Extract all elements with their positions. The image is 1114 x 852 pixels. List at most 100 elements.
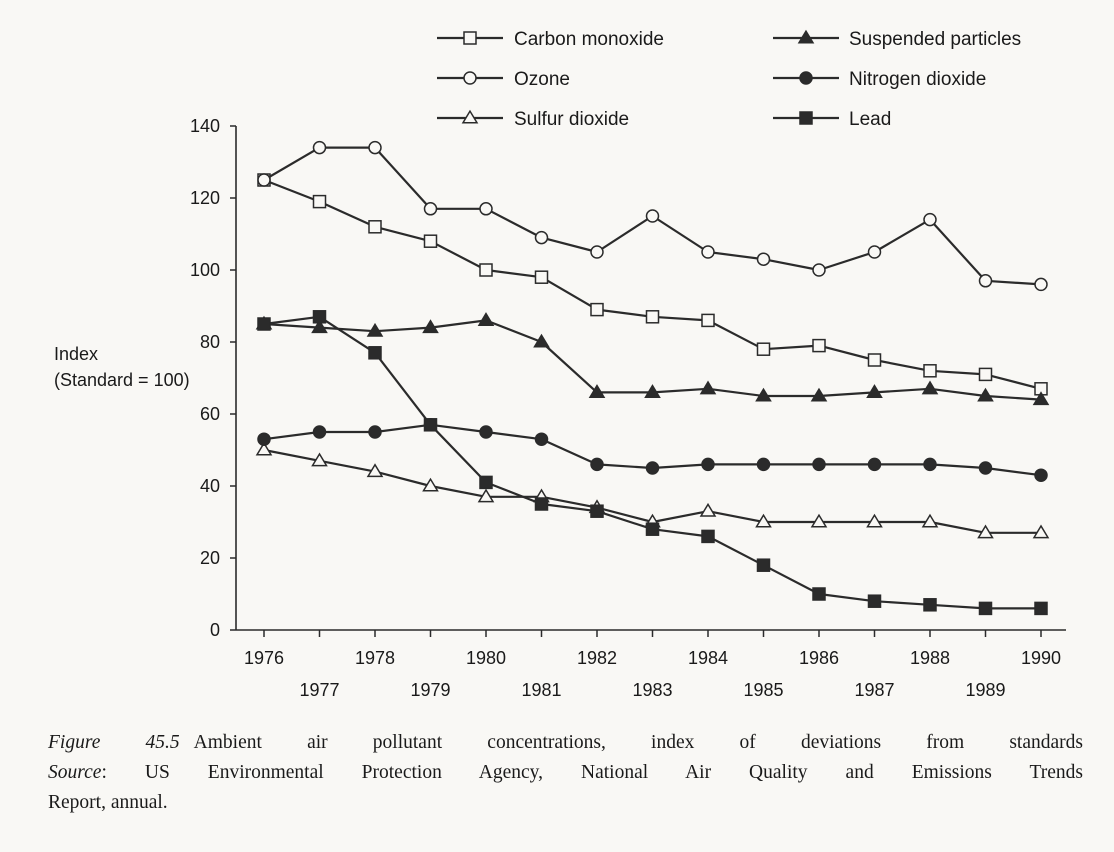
data-point-nitrogen-dioxide <box>257 432 271 446</box>
data-point-lead <box>1034 601 1048 616</box>
caption-line-1: Figure 45.5 Ambient air pollutant concent… <box>48 728 1083 758</box>
data-point-lead <box>923 598 937 612</box>
data-point-lead <box>534 497 549 511</box>
data-point-ozone <box>1034 277 1048 292</box>
legend-marker <box>799 111 813 125</box>
data-point-carbon-monoxide <box>978 367 993 382</box>
data-point-carbon-monoxide <box>590 302 604 317</box>
data-point-sulfur-dioxide <box>1032 524 1050 539</box>
data-point-carbon-monoxide <box>645 310 660 324</box>
legend-item-sulfur-dioxide: Sulfur dioxide <box>437 109 629 130</box>
data-point-ozone <box>257 173 271 187</box>
legend-label: Carbon monoxide <box>514 29 664 50</box>
data-point-suspended-particles <box>477 312 495 326</box>
data-point-sulfur-dioxide <box>810 513 828 528</box>
data-point-suspended-particles <box>588 384 606 398</box>
data-point-lead <box>368 346 382 360</box>
caption-line-2: Source: US Environmental Protection Agen… <box>48 758 1083 788</box>
legend-item-suspended-particles: Suspended particles <box>773 29 1021 50</box>
data-point-suspended-particles <box>1032 391 1050 406</box>
data-point-ozone <box>479 202 493 216</box>
data-point-sulfur-dioxide <box>255 441 273 456</box>
data-point-suspended-particles <box>866 384 883 398</box>
legend-label: Nitrogen dioxide <box>849 69 986 90</box>
legend: Carbon monoxide Ozone Sulfur dioxide Suspen… <box>437 29 1021 130</box>
data-point-suspended-particles <box>699 380 717 395</box>
data-point-carbon-monoxide <box>756 342 771 356</box>
y-tick-label: 0 <box>210 620 220 640</box>
data-point-ozone <box>368 140 382 155</box>
data-point-carbon-monoxide <box>867 353 882 367</box>
legend-marker <box>461 109 479 124</box>
y-axis-label-line1: Index <box>54 344 99 364</box>
legend-item-lead: Lead <box>773 109 891 130</box>
data-point-nitrogen-dioxide <box>645 461 660 475</box>
data-point-suspended-particles <box>311 319 328 334</box>
data-point-lead <box>645 522 660 536</box>
data-point-lead <box>812 587 826 601</box>
data-point-sulfur-dioxide <box>977 524 994 539</box>
data-point-lead <box>978 601 993 616</box>
x-tick-label: 1981 <box>521 680 561 700</box>
x-tick-label: 1989 <box>965 680 1005 700</box>
data-point-nitrogen-dioxide <box>867 457 882 472</box>
x-tick-label: 1985 <box>743 680 783 700</box>
data-point-ozone <box>312 140 327 155</box>
data-point-ozone <box>812 263 826 277</box>
y-tick-label: 80 <box>200 332 220 352</box>
legend-item-nitrogen-dioxide: Nitrogen dioxide <box>773 69 986 90</box>
data-point-carbon-monoxide <box>312 194 327 209</box>
series-lead <box>257 310 1048 616</box>
data-point-suspended-particles <box>366 322 384 337</box>
data-point-nitrogen-dioxide <box>978 461 993 475</box>
data-point-nitrogen-dioxide <box>534 432 549 446</box>
legend-item-ozone: Ozone <box>437 69 570 90</box>
x-tick-label: 1980 <box>466 648 506 668</box>
legend-label: Suspended particles <box>849 29 1021 50</box>
data-point-nitrogen-dioxide <box>479 425 493 439</box>
data-point-ozone <box>756 252 771 266</box>
series-layer <box>255 140 1050 616</box>
data-point-suspended-particles <box>533 333 550 348</box>
y-tick-label: 40 <box>200 476 220 496</box>
data-point-lead <box>312 310 327 324</box>
data-point-sulfur-dioxide <box>422 477 439 492</box>
legend-marker <box>463 71 477 85</box>
x-tick-label: 1983 <box>632 680 672 700</box>
figure-caption: Figure 45.5 Ambient air pollutant concent… <box>48 728 1083 818</box>
legend-marker <box>463 31 477 45</box>
y-axis-label-line2: (Standard = 100) <box>54 370 190 390</box>
y-tick-label: 60 <box>200 404 220 424</box>
data-point-nitrogen-dioxide <box>1034 468 1048 482</box>
data-point-nitrogen-dioxide <box>590 457 604 472</box>
data-point-nitrogen-dioxide <box>368 425 382 439</box>
data-point-lead <box>867 594 882 608</box>
x-tick-label: 1987 <box>854 680 894 700</box>
data-point-carbon-monoxide <box>423 234 438 248</box>
data-point-sulfur-dioxide <box>366 463 384 478</box>
source-label: Source <box>48 762 102 783</box>
data-point-sulfur-dioxide <box>755 513 772 528</box>
data-point-ozone <box>645 209 660 223</box>
y-tick-label: 20 <box>200 548 220 568</box>
x-tick-label: 1984 <box>688 648 728 668</box>
x-tick-label: 1988 <box>910 648 950 668</box>
x-tick-label: 1990 <box>1021 648 1061 668</box>
data-point-sulfur-dioxide <box>699 502 717 517</box>
data-point-lead <box>590 504 604 518</box>
data-point-nitrogen-dioxide <box>756 457 771 472</box>
caption-line-3: Report, annual. <box>48 788 1083 818</box>
data-point-suspended-particles <box>977 387 994 402</box>
series-carbon-monoxide <box>257 173 1048 396</box>
legend-label: Lead <box>849 109 891 130</box>
data-point-nitrogen-dioxide <box>923 457 937 472</box>
data-point-sulfur-dioxide <box>921 513 939 528</box>
data-point-carbon-monoxide <box>812 338 826 353</box>
legend-marker <box>799 71 813 85</box>
data-point-lead <box>756 558 771 572</box>
x-tick-label: 1977 <box>299 680 339 700</box>
data-point-ozone <box>701 245 715 259</box>
data-point-carbon-monoxide <box>923 364 937 378</box>
y-tick-label: 100 <box>190 260 220 280</box>
data-point-suspended-particles <box>810 387 828 402</box>
